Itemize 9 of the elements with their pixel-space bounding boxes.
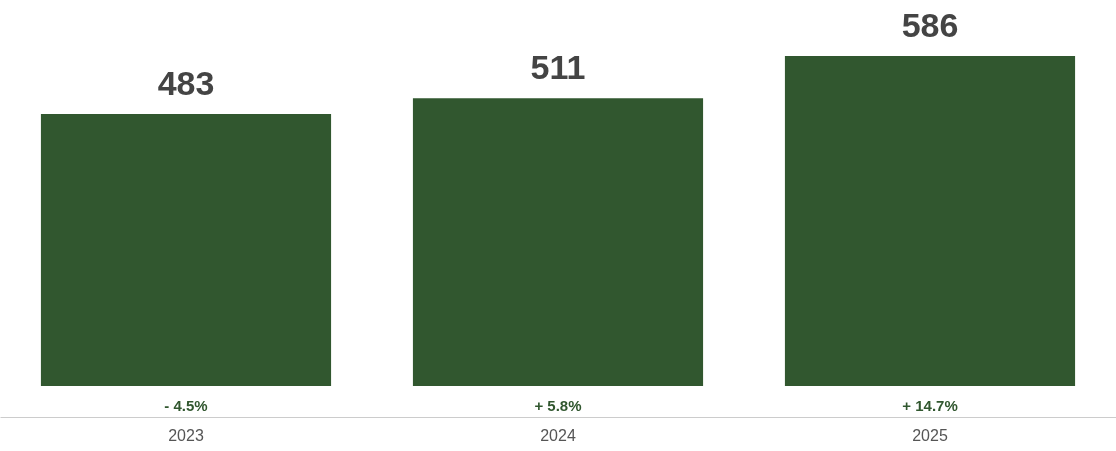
x-tick-label: 2023 bbox=[168, 426, 204, 444]
text: + 5.8% bbox=[534, 397, 582, 414]
x-tick-label: 2024 bbox=[540, 426, 576, 444]
data-label: 483 bbox=[157, 64, 215, 103]
data-label: 511 bbox=[530, 48, 586, 87]
text: + 14.7% bbox=[902, 397, 958, 414]
data-label: 586 bbox=[901, 6, 959, 45]
text: - 4.5% bbox=[164, 397, 208, 414]
x-tick-label: 2025 bbox=[912, 426, 948, 444]
